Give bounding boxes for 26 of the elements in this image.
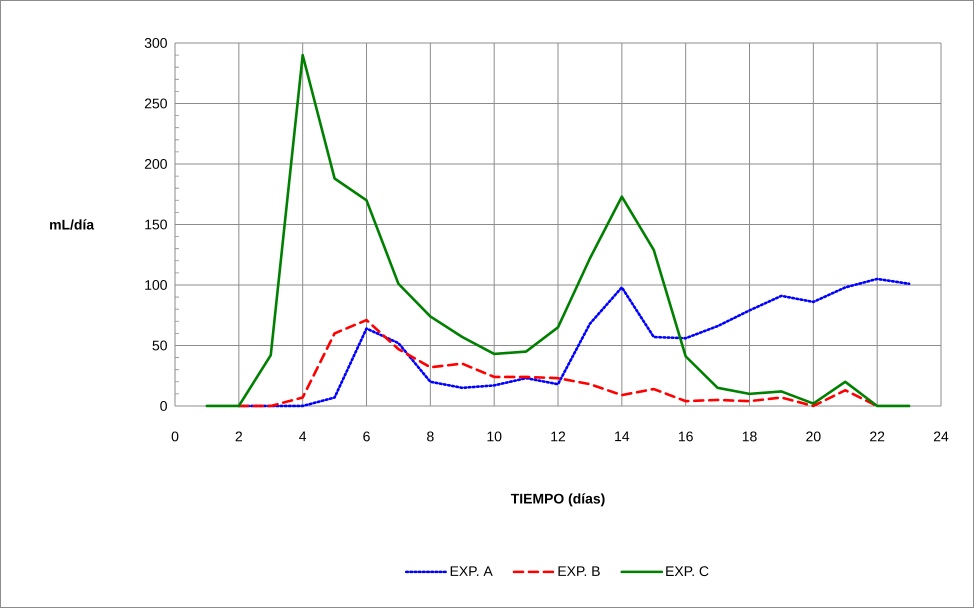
x-tick-label: 8 bbox=[427, 431, 434, 442]
x-tick-label: 6 bbox=[363, 431, 370, 442]
line-series bbox=[206, 54, 910, 408]
x-tick-label: 10 bbox=[487, 431, 502, 442]
y-tick-label: 50 bbox=[152, 340, 167, 350]
legend-label: EXP. C bbox=[666, 566, 708, 576]
x-tick-label: 20 bbox=[806, 431, 821, 442]
x-tick-label: 2 bbox=[236, 431, 242, 442]
x-tick-label: 22 bbox=[870, 431, 884, 442]
x-tick-label: 4 bbox=[299, 432, 306, 442]
y-tick-label: 250 bbox=[144, 98, 167, 108]
y-tick-label: 100 bbox=[145, 280, 167, 290]
x-tick-label: 0 bbox=[172, 431, 178, 442]
y-axis-title: mL/día bbox=[50, 219, 94, 230]
y-tick-label: 300 bbox=[144, 38, 167, 48]
y-tick-label: 0 bbox=[160, 401, 167, 411]
x-tick-label: 14 bbox=[615, 432, 630, 442]
x-tick-label: 12 bbox=[551, 431, 566, 442]
x-axis-title: TIEMPO (días) bbox=[510, 493, 605, 506]
x-tick-label: 16 bbox=[678, 431, 693, 442]
y-tick-label: 200 bbox=[144, 159, 167, 169]
legend-label: EXP. A bbox=[450, 566, 493, 576]
y-tick-label: 150 bbox=[145, 220, 167, 230]
x-tick-label: 24 bbox=[934, 431, 948, 442]
x-tick-label: 18 bbox=[742, 431, 757, 442]
legend-label: EXP. B bbox=[558, 566, 600, 576]
